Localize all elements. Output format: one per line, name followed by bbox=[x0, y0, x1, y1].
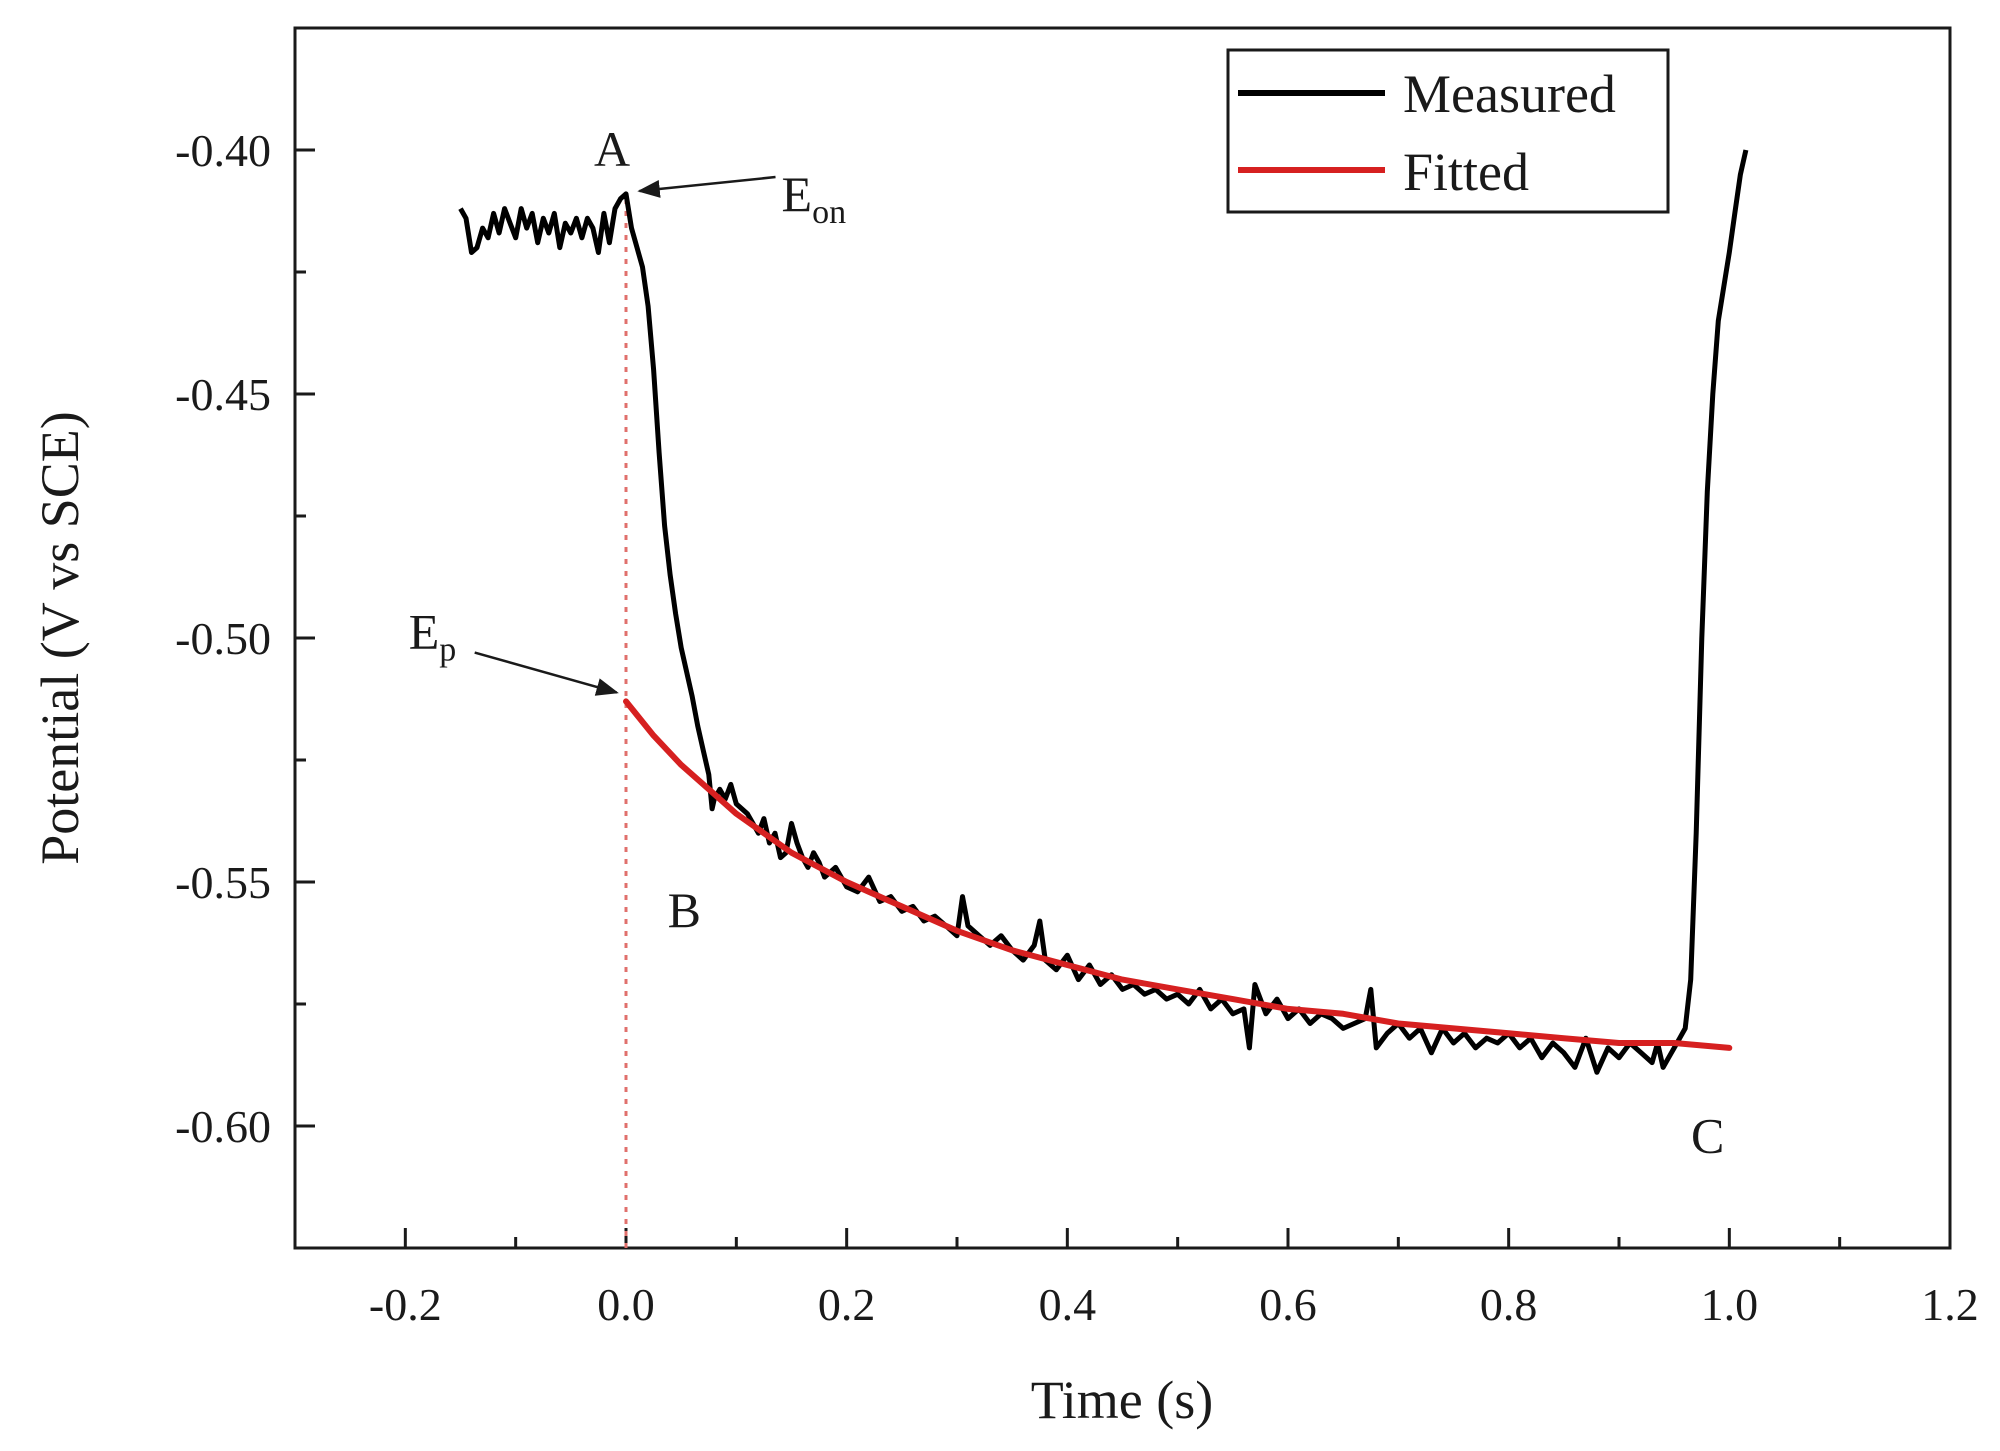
y-tick-label: -0.45 bbox=[175, 369, 271, 420]
legend: Measured Fitted bbox=[1226, 48, 1670, 214]
x-tick-label: 0.0 bbox=[597, 1279, 655, 1330]
measured-series-line bbox=[458, 149, 1749, 1075]
x-tick-label: 0.6 bbox=[1259, 1279, 1317, 1330]
y-tick-label: -0.60 bbox=[175, 1101, 271, 1152]
e-p-label: Ep bbox=[409, 604, 457, 669]
x-tick-label: -0.2 bbox=[369, 1279, 442, 1330]
point-label-a: A bbox=[594, 121, 630, 177]
x-axis-title: Time (s) bbox=[1031, 1370, 1214, 1430]
e-on-label: Eon bbox=[782, 166, 847, 231]
legend-label-measured: Measured bbox=[1403, 64, 1616, 124]
y-axis-title: Potential (V vs SCE) bbox=[30, 411, 90, 865]
y-tick-label: -0.55 bbox=[175, 857, 271, 908]
y-tick-label: -0.50 bbox=[175, 613, 271, 664]
x-tick-label: 0.8 bbox=[1480, 1279, 1538, 1330]
x-tick-label: 1.2 bbox=[1921, 1279, 1979, 1330]
point-label-c: C bbox=[1691, 1107, 1724, 1163]
e-p-label-main: E bbox=[409, 604, 440, 660]
x-tick-label: 0.4 bbox=[1039, 1279, 1097, 1330]
point-label-b: B bbox=[668, 882, 701, 938]
y-tick-label: -0.40 bbox=[175, 125, 271, 176]
x-tick-label: 1.0 bbox=[1701, 1279, 1759, 1330]
e-on-label-main: E bbox=[782, 166, 813, 222]
x-axis-ticks: -0.2 0.0 0.2 0.4 0.6 0.8 1.0 1.2 bbox=[369, 1228, 1979, 1330]
e-on-label-subscript: on bbox=[812, 194, 846, 231]
e-on-arrow bbox=[637, 175, 776, 198]
x-tick-label: 0.2 bbox=[818, 1279, 876, 1330]
legend-label-fitted: Fitted bbox=[1403, 142, 1529, 202]
fitted-series-line bbox=[623, 698, 1733, 1051]
e-p-label-subscript: p bbox=[439, 632, 456, 669]
e-p-arrow bbox=[474, 651, 619, 696]
legend-box bbox=[1226, 48, 1670, 214]
y-axis-ticks: -0.40 -0.45 -0.50 -0.55 -0.60 bbox=[175, 125, 315, 1152]
